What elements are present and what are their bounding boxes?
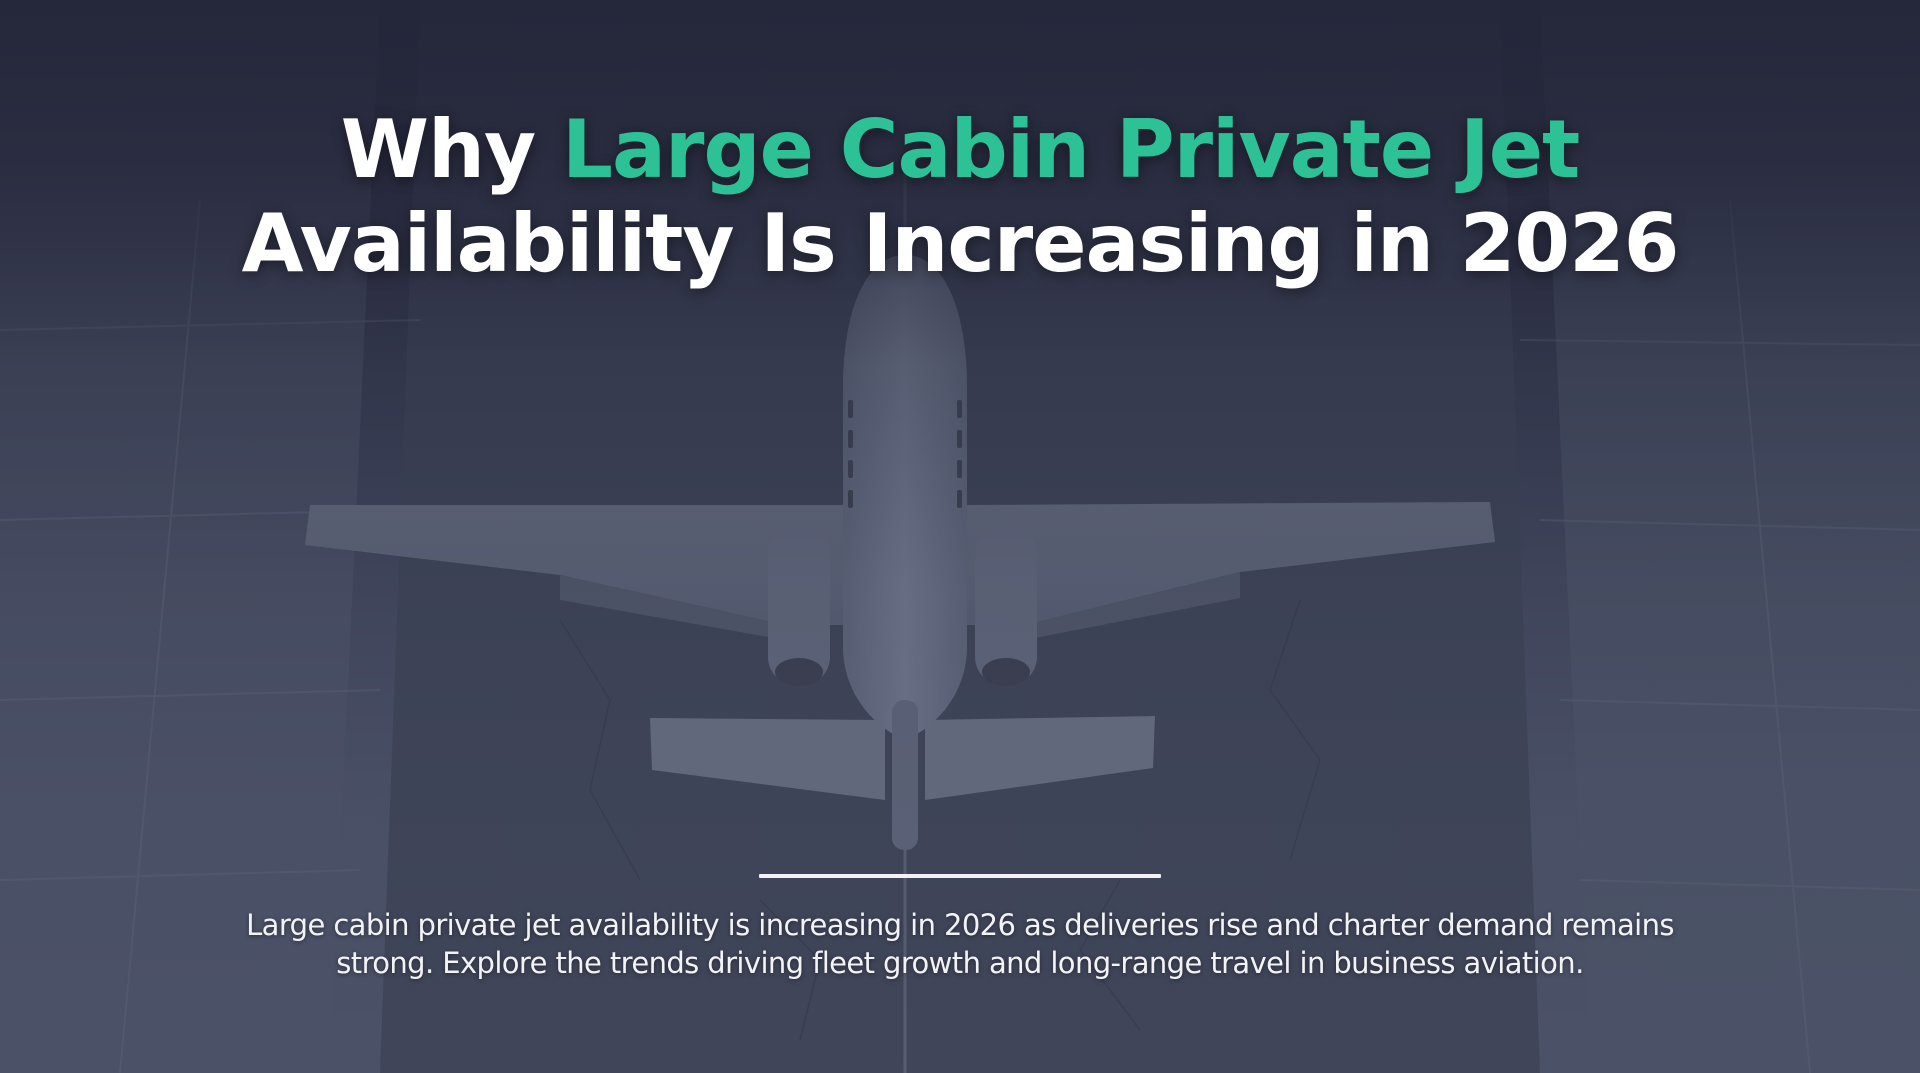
description-line-2: strong. Explore the trends driving fleet… — [336, 946, 1584, 980]
title-line-2: Availability Is Increasing in 2026 — [241, 197, 1680, 290]
title-divider — [759, 874, 1161, 878]
page-description: Large cabin private jet availability is … — [140, 906, 1780, 982]
title-lead: Why — [340, 103, 536, 196]
title-line-1: Why Large Cabin Private Jet — [160, 103, 1760, 197]
description-line-1: Large cabin private jet availability is … — [246, 908, 1674, 942]
title-accent: Large Cabin Private Jet — [561, 103, 1580, 196]
page-title: Why Large Cabin Private Jet Availability… — [160, 103, 1760, 291]
